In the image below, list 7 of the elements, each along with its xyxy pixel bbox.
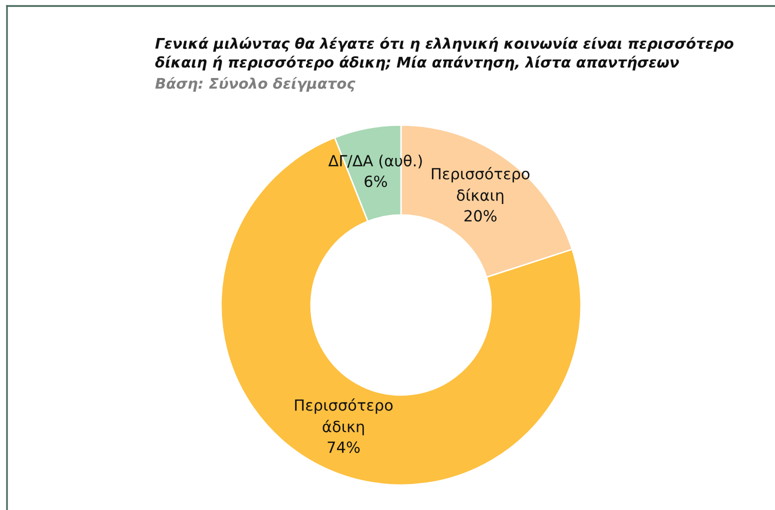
slice-label: Περισσότερο άδικη <box>295 398 393 436</box>
data-label: 74% <box>328 441 360 453</box>
data-label: 20% <box>464 210 496 222</box>
data-label: 6% <box>364 176 387 188</box>
chart-subtitle: Βάση: Σύνολο δείγματος <box>155 77 356 92</box>
chart-title: Γενικά μιλώντας θα λέγατε ότι η ελληνική κοινωνία είναι περισσότερο δίκαιη ή περισσότερο άδικη; Μία απάντηση, λίστα απαντήσεων <box>155 37 734 70</box>
slice-label: Περισσότερο δίκαιη <box>432 167 530 204</box>
